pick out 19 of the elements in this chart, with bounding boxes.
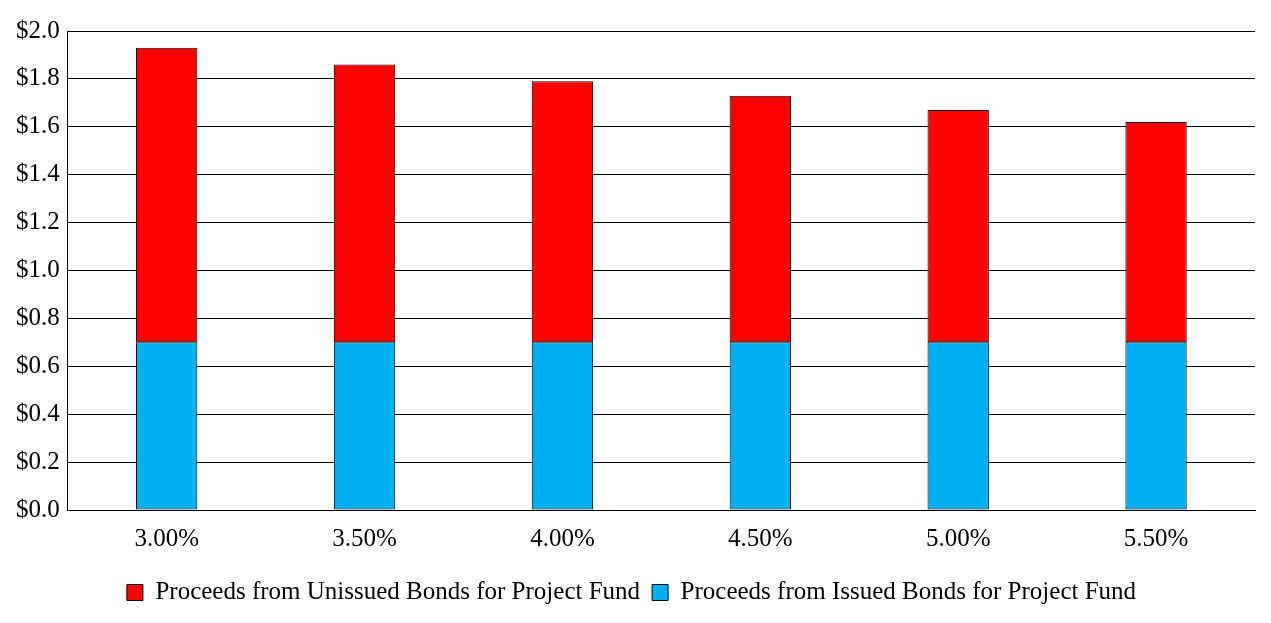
y-tick-label: $1.8 (16, 63, 60, 91)
x-tick-label: 5.00% (925, 523, 991, 551)
y-tick-label: $1.6 (16, 111, 60, 139)
legend-label: Proceeds from Issued Bonds for Project Fund (680, 577, 1137, 605)
x-tick-label: 4.00% (530, 523, 595, 551)
y-tick-label: $2.0 (16, 15, 60, 43)
y-tick-label: $0.4 (16, 398, 61, 426)
x-tick-label: 4.50% (728, 523, 793, 551)
x-tick-label: 3.00% (134, 523, 199, 551)
y-tick-label: $0.8 (16, 302, 60, 330)
y-tick-label: $1.2 (16, 207, 60, 235)
y-tick-label: $0.2 (16, 446, 60, 474)
y-tick-label: $0.6 (16, 350, 60, 378)
x-tick-label: 3.50% (332, 523, 397, 551)
y-tick-label: $1.0 (16, 255, 60, 283)
y-tick-label: $1.4 (16, 159, 61, 187)
x-tick-label: 5.50% (1123, 523, 1189, 551)
y-tick-label: $0.0 (16, 494, 60, 522)
legend-label: Proceeds from Unissued Bonds for Project Fund (155, 577, 641, 605)
